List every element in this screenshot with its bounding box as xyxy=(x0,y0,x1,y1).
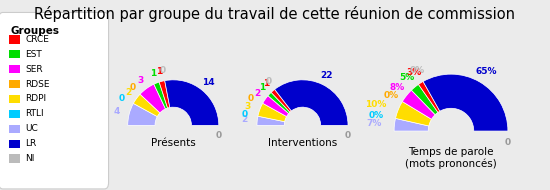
Bar xyxy=(9,80,20,88)
Bar xyxy=(9,139,20,148)
FancyBboxPatch shape xyxy=(0,13,108,189)
Text: 4: 4 xyxy=(113,107,119,116)
Text: 14: 14 xyxy=(202,78,215,87)
Text: SER: SER xyxy=(25,65,43,74)
Text: NI: NI xyxy=(25,154,35,163)
Wedge shape xyxy=(257,116,285,125)
Wedge shape xyxy=(411,84,438,115)
Bar xyxy=(9,65,20,73)
Text: EST: EST xyxy=(25,50,42,59)
Text: 8%: 8% xyxy=(389,83,404,92)
Text: 1: 1 xyxy=(150,69,156,78)
Wedge shape xyxy=(423,74,508,131)
Wedge shape xyxy=(140,84,166,113)
Wedge shape xyxy=(263,96,289,116)
Text: Présents: Présents xyxy=(151,138,196,148)
Text: CRCE: CRCE xyxy=(25,35,49,44)
Wedge shape xyxy=(128,103,157,125)
Wedge shape xyxy=(159,81,170,108)
Wedge shape xyxy=(258,103,287,122)
Text: RDPI: RDPI xyxy=(25,94,46,104)
Text: 3%: 3% xyxy=(406,68,422,77)
Text: 0: 0 xyxy=(160,66,166,75)
Wedge shape xyxy=(419,82,440,112)
Text: UC: UC xyxy=(25,124,38,133)
Text: Interventions: Interventions xyxy=(268,138,337,148)
Text: 0%: 0% xyxy=(409,66,425,75)
Text: 2: 2 xyxy=(241,115,248,124)
Text: Groupes: Groupes xyxy=(11,25,60,36)
Bar xyxy=(9,95,20,103)
Bar xyxy=(9,125,20,133)
Text: 2: 2 xyxy=(125,88,131,97)
Text: 0%: 0% xyxy=(384,91,399,100)
Wedge shape xyxy=(274,80,348,125)
Bar xyxy=(9,50,20,58)
Text: RDSE: RDSE xyxy=(25,80,50,89)
Wedge shape xyxy=(403,90,435,119)
Text: 0: 0 xyxy=(242,110,248,119)
Wedge shape xyxy=(395,101,432,126)
Text: 0: 0 xyxy=(130,83,136,92)
Text: LR: LR xyxy=(25,139,36,148)
Wedge shape xyxy=(154,82,168,109)
Text: 0: 0 xyxy=(216,131,222,140)
Text: 1: 1 xyxy=(263,79,270,88)
Text: 0: 0 xyxy=(266,77,272,86)
Text: 0: 0 xyxy=(248,94,254,103)
Bar xyxy=(9,154,20,163)
Wedge shape xyxy=(394,118,429,131)
Bar xyxy=(9,110,20,118)
Text: Répartition par groupe du travail de cette réunion de commission: Répartition par groupe du travail de cet… xyxy=(35,6,515,22)
Text: 2: 2 xyxy=(254,89,260,98)
Text: 22: 22 xyxy=(321,71,333,80)
Text: 0: 0 xyxy=(118,94,125,103)
Wedge shape xyxy=(271,89,292,112)
Text: 10%: 10% xyxy=(365,101,387,109)
Text: 3: 3 xyxy=(244,102,250,111)
Text: 7%: 7% xyxy=(367,119,382,128)
Text: Temps de parole
(mots prononcés): Temps de parole (mots prononcés) xyxy=(405,147,497,169)
Text: 0%: 0% xyxy=(368,111,383,120)
Text: 0: 0 xyxy=(505,138,511,147)
Wedge shape xyxy=(164,80,219,125)
Wedge shape xyxy=(133,94,160,117)
Text: 5%: 5% xyxy=(399,73,415,82)
Text: 0: 0 xyxy=(345,131,351,140)
Text: 65%: 65% xyxy=(475,67,497,76)
Text: RTLI: RTLI xyxy=(25,109,44,118)
Text: 1: 1 xyxy=(259,83,266,92)
Wedge shape xyxy=(268,92,290,113)
Text: 1: 1 xyxy=(156,67,163,76)
Text: 3: 3 xyxy=(138,76,144,85)
Bar xyxy=(9,35,20,44)
